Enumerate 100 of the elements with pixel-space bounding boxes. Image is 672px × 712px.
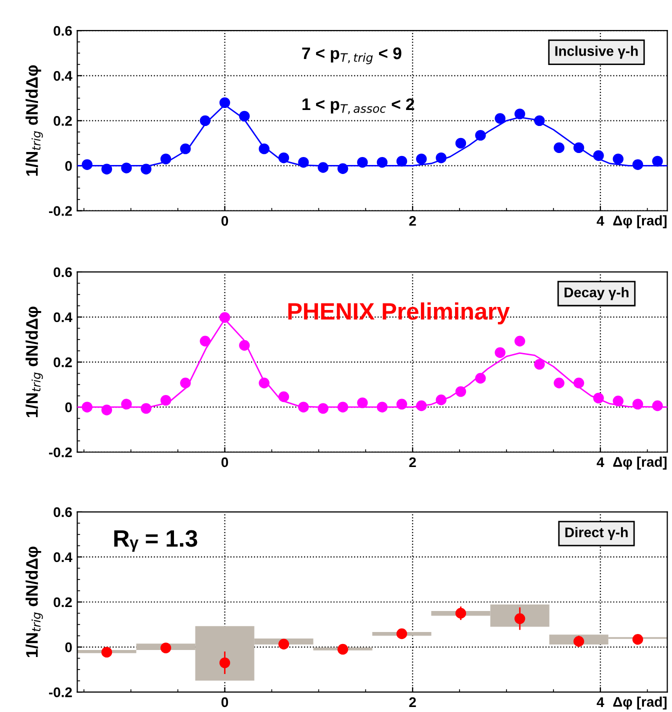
point bbox=[180, 143, 191, 154]
point bbox=[140, 403, 152, 414]
point bbox=[475, 372, 486, 384]
point bbox=[101, 404, 112, 416]
point bbox=[632, 634, 644, 645]
point bbox=[357, 397, 368, 408]
point bbox=[298, 402, 309, 412]
point bbox=[140, 164, 152, 174]
point bbox=[514, 108, 526, 120]
point bbox=[376, 402, 388, 412]
point bbox=[160, 642, 172, 654]
point bbox=[376, 156, 388, 168]
point bbox=[436, 152, 446, 164]
annotation: 1 < p$_{T,assoc}$ < 2 bbox=[302, 98, 414, 114]
point bbox=[514, 613, 526, 624]
x-tick-label: 0 bbox=[221, 216, 228, 226]
point bbox=[455, 386, 466, 397]
x-tick-label: 4 bbox=[596, 697, 604, 707]
y-tick-label: 0.6 bbox=[54, 26, 72, 36]
x-tick-label: 4 bbox=[596, 457, 604, 468]
point bbox=[101, 164, 112, 174]
point bbox=[318, 162, 328, 173]
point bbox=[258, 378, 270, 388]
point bbox=[219, 97, 230, 108]
x-tick-label: 4 bbox=[596, 216, 604, 226]
y-tick-label: 0 bbox=[65, 642, 72, 652]
point bbox=[101, 646, 112, 658]
x-tick-label: 2 bbox=[409, 697, 416, 707]
y-tick-label: 0 bbox=[65, 402, 72, 412]
point bbox=[593, 150, 604, 161]
y-tick-label: -0.2 bbox=[49, 687, 72, 698]
point bbox=[160, 394, 172, 406]
annotation: 7 < p$_{T,trig}$ < 9 bbox=[302, 47, 402, 64]
x-axis-title: Δφ [rad] bbox=[613, 696, 667, 710]
point bbox=[318, 403, 328, 414]
point bbox=[652, 400, 663, 412]
point bbox=[239, 340, 250, 351]
x-axis-title: Δφ [rad] bbox=[613, 456, 667, 470]
point bbox=[573, 636, 584, 647]
y-tick-label: -0.2 bbox=[49, 206, 72, 216]
point bbox=[554, 142, 564, 154]
annotation: Rᵧ = 1.3 bbox=[114, 530, 198, 552]
y-tick-label: 0.4 bbox=[54, 552, 72, 562]
point bbox=[475, 130, 486, 141]
y-tick-label: 0.4 bbox=[54, 312, 72, 322]
y-tick-label: 0.2 bbox=[54, 357, 72, 368]
point bbox=[416, 400, 427, 412]
y-tick-label: -0.2 bbox=[49, 447, 72, 458]
point bbox=[396, 156, 408, 167]
point bbox=[494, 347, 506, 358]
point bbox=[298, 156, 309, 168]
point bbox=[632, 398, 644, 410]
y-axis-title: 1/N$_{trig}$ dN/dΔφ bbox=[26, 65, 43, 176]
point bbox=[652, 156, 663, 167]
point bbox=[514, 336, 526, 346]
point bbox=[337, 163, 348, 174]
point bbox=[278, 391, 290, 402]
point bbox=[455, 138, 466, 149]
text: Inclusive γ-h bbox=[555, 46, 638, 59]
x-tick-label: 2 bbox=[409, 457, 416, 468]
y-tick-label: 0.6 bbox=[54, 507, 72, 518]
point bbox=[455, 608, 466, 619]
point bbox=[534, 358, 545, 370]
x-tick-label: 0 bbox=[221, 697, 228, 708]
point bbox=[396, 398, 408, 410]
y-tick-label: 0.6 bbox=[54, 267, 72, 278]
point bbox=[494, 113, 506, 124]
x-tick-label: 0 bbox=[221, 457, 228, 468]
point bbox=[554, 378, 564, 388]
point bbox=[200, 336, 211, 346]
y-tick-label: 0.2 bbox=[54, 116, 72, 126]
point bbox=[121, 162, 132, 174]
y-axis-title: 1/N$_{trig}$ dN/dΔφ bbox=[26, 546, 43, 658]
y-tick-label: 0.2 bbox=[54, 597, 72, 608]
point bbox=[337, 402, 348, 412]
y-axis-title: 1/N$_{trig}$ dN/dΔφ bbox=[26, 306, 43, 418]
point bbox=[219, 312, 230, 323]
y-tick-label: 0.4 bbox=[54, 70, 72, 81]
point bbox=[180, 378, 191, 388]
point bbox=[82, 159, 92, 170]
point bbox=[160, 154, 172, 164]
point bbox=[416, 154, 427, 164]
point bbox=[278, 152, 290, 164]
point bbox=[632, 159, 644, 170]
annotation: PHENIX Preliminary bbox=[288, 302, 510, 324]
point bbox=[612, 154, 624, 164]
point bbox=[219, 657, 230, 668]
x-axis-title: Δφ [rad] bbox=[613, 215, 667, 228]
point bbox=[121, 398, 132, 410]
point bbox=[396, 628, 408, 640]
x-tick-label: 2 bbox=[409, 216, 416, 226]
point bbox=[612, 396, 624, 406]
point bbox=[573, 378, 584, 388]
point bbox=[200, 115, 211, 126]
point bbox=[573, 142, 584, 154]
point bbox=[337, 644, 348, 655]
text: Direct γ-h bbox=[565, 527, 628, 540]
text: Decay γ-h bbox=[564, 287, 628, 300]
point bbox=[593, 392, 604, 404]
y-tick-label: 0 bbox=[65, 161, 72, 171]
